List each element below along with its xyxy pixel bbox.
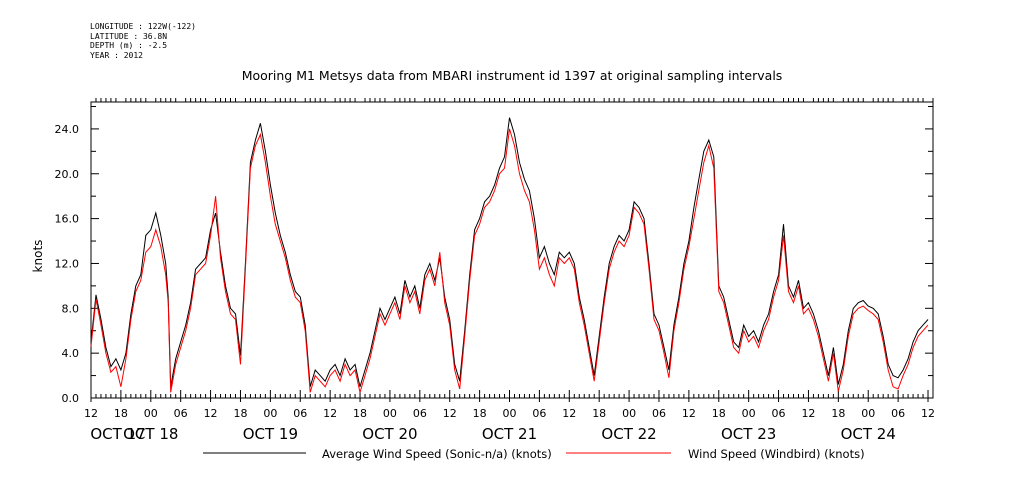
x-tick-label: 18 <box>114 407 128 420</box>
y-tick-label: 20.0 <box>55 168 80 181</box>
plot-axes: 0.0 4.0 8.0 12.0 16.0 20.0 24.0 12 18 00 06 12 18 00 0… <box>55 98 935 443</box>
x-tick-label: 00 <box>383 407 397 420</box>
y-tick-label: 24.0 <box>55 123 80 136</box>
year-text: YEAR : 2012 <box>90 50 143 60</box>
y-tick-label: 16.0 <box>55 213 80 226</box>
x-tick-label: 12 <box>682 407 696 420</box>
x-date-label: OCT 21 <box>482 425 537 443</box>
y-tick-label: 4.0 <box>62 347 80 360</box>
plot-frame <box>90 101 934 399</box>
legend: Average Wind Speed (Sonic-n/a) (knots) W… <box>203 447 865 461</box>
x-tick-label: 12 <box>443 407 457 420</box>
x-tick-label: 06 <box>174 407 188 420</box>
x-tick-label: 12 <box>801 407 815 420</box>
x-tick-label: 12 <box>921 407 935 420</box>
y-tick-label: 0.0 <box>62 392 80 405</box>
x-tick-label: 00 <box>144 407 158 420</box>
x-tick-label: 18 <box>831 407 845 420</box>
x-date-label: OCT 18 <box>123 425 178 443</box>
y-tick-label: 12.0 <box>55 257 80 270</box>
x-date-label: OCT 24 <box>841 425 896 443</box>
x-date-label: OCT 17 <box>90 425 145 443</box>
x-tick-label: 12 <box>562 407 576 420</box>
depth-text: DEPTH (m) : -2.5 <box>90 41 168 50</box>
x-tick-label: 18 <box>712 407 726 420</box>
x-tick-label: 12 <box>84 407 98 420</box>
series-layer <box>90 117 929 393</box>
x-date-label: OCT 23 <box>721 425 776 443</box>
x-tick-label: 12 <box>204 407 218 420</box>
x-tick-label: 00 <box>503 407 517 420</box>
x-tick-label: 06 <box>772 407 786 420</box>
x-tick-label: 00 <box>263 407 277 420</box>
chart-title: Mooring M1 Metsys data from MBARI instru… <box>242 68 783 83</box>
legend-label-avg-wind: Average Wind Speed (Sonic-n/a) (knots) <box>322 447 552 461</box>
legend-label-windbird: Wind Speed (Windbird) (knots) <box>688 447 865 461</box>
longitude-text: LONGITUDE : 122W(-122) <box>90 22 196 31</box>
y-axis-label: knots <box>31 240 45 273</box>
x-tick-label: 00 <box>861 407 875 420</box>
x-tick-label: 12 <box>323 407 337 420</box>
header-metadata: LONGITUDE : 122W(-122) LATITUDE : 36.8N … <box>90 22 196 60</box>
y-tick-label: 8.0 <box>62 302 80 315</box>
x-tick-label: 18 <box>233 407 247 420</box>
x-date-label: OCT 19 <box>243 425 298 443</box>
x-tick-label: 00 <box>742 407 756 420</box>
latitude-text: LATITUDE : 36.8N <box>90 31 168 41</box>
x-date-label: OCT 20 <box>362 425 417 443</box>
x-tick-label: 18 <box>353 407 367 420</box>
x-tick-label: 18 <box>473 407 487 420</box>
x-tick-label: 06 <box>413 407 427 420</box>
x-tick-label: 18 <box>592 407 606 420</box>
series-line-avg-wind <box>90 117 929 387</box>
x-tick-label: 06 <box>652 407 666 420</box>
series-line-windbird <box>90 128 929 393</box>
x-tick-label: 06 <box>891 407 905 420</box>
x-tick-label: 00 <box>622 407 636 420</box>
x-date-label: OCT 22 <box>601 425 656 443</box>
x-tick-label: 06 <box>293 407 307 420</box>
x-tick-label: 06 <box>532 407 546 420</box>
